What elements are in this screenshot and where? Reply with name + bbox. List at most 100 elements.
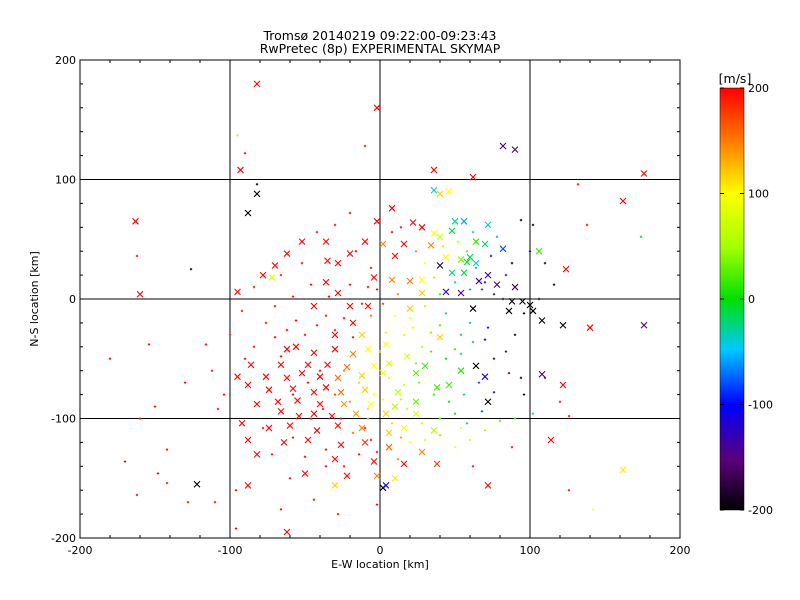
data-point-x	[193, 480, 201, 488]
data-point-x	[472, 238, 480, 246]
data-point-x	[322, 238, 330, 246]
data-point-x	[234, 373, 241, 381]
data-point-plus	[531, 223, 535, 227]
y-tick-label: 0	[69, 293, 76, 306]
data-point-x	[400, 460, 408, 468]
data-point-x	[448, 227, 456, 235]
data-point-x	[469, 305, 477, 312]
data-point-plus	[453, 281, 457, 284]
y-tick-label: 200	[55, 54, 76, 67]
data-point-x	[379, 240, 387, 248]
data-point-x	[283, 374, 291, 382]
colorbar-label: [m/s]	[719, 71, 752, 86]
data-point-x	[346, 250, 354, 257]
data-point-x	[310, 349, 318, 357]
data-point-plus	[465, 250, 469, 253]
data-point-plus	[453, 445, 457, 449]
data-point-x	[238, 419, 246, 427]
data-point-plus	[402, 383, 406, 387]
data-point-plus	[408, 316, 412, 320]
data-point-plus	[444, 312, 448, 315]
data-point-plus	[384, 331, 388, 334]
data-point-plus	[279, 273, 283, 277]
data-point-x	[559, 321, 567, 329]
data-point-x	[559, 381, 567, 389]
data-point-plus	[204, 343, 208, 346]
data-point-x	[277, 361, 285, 369]
data-point-x	[253, 450, 261, 458]
data-point-plus	[312, 498, 316, 501]
data-point-plus	[288, 477, 292, 480]
data-point-plus	[468, 321, 472, 325]
data-point-plus	[351, 336, 355, 339]
data-point-plus	[432, 393, 436, 396]
data-point-plus	[294, 319, 298, 322]
data-point-x	[294, 397, 301, 404]
data-point-plus	[486, 326, 490, 329]
data-point-plus	[483, 429, 487, 432]
data-point-x	[346, 302, 354, 310]
data-point-x	[265, 424, 273, 432]
data-point-plus	[438, 417, 442, 420]
data-point-x	[331, 482, 339, 489]
data-point-plus	[492, 357, 496, 360]
data-point-x	[535, 247, 543, 255]
data-point-x	[382, 482, 390, 489]
data-point-x	[445, 188, 453, 195]
data-point-plus	[183, 381, 187, 384]
data-point-x	[370, 362, 378, 370]
colorbar-ticks: 200 100 0 -100 -200	[720, 82, 773, 517]
data-point-x	[430, 427, 438, 434]
data-point-x	[331, 331, 339, 339]
data-point-x	[274, 398, 282, 406]
axis-ticks	[79, 59, 681, 539]
data-point-x	[427, 241, 435, 249]
data-point-x	[283, 528, 291, 536]
data-point-plus	[552, 283, 556, 286]
data-point-x	[457, 256, 465, 263]
data-point-plus	[378, 350, 382, 353]
data-point-x	[481, 373, 489, 381]
grid-lines	[80, 60, 680, 538]
data-point-plus	[567, 414, 571, 418]
data-point-plus	[420, 422, 424, 425]
data-point-plus	[531, 412, 535, 415]
data-point-plus	[186, 500, 190, 504]
x-axis-label: E-W location [km]	[331, 558, 429, 571]
data-point-plus	[477, 381, 481, 384]
data-point-plus	[357, 453, 361, 456]
data-point-plus	[333, 393, 337, 396]
data-point-plus	[291, 436, 295, 439]
data-point-plus	[399, 226, 403, 229]
data-point-plus	[591, 508, 595, 511]
data-point-plus	[495, 235, 499, 239]
data-point-plus	[543, 261, 547, 265]
data-point-plus	[135, 254, 139, 258]
data-point-x	[562, 265, 570, 273]
data-point-x	[484, 271, 492, 279]
data-point-plus	[135, 493, 139, 497]
data-point-x	[334, 422, 342, 430]
data-point-x	[538, 370, 546, 378]
data-point-x	[388, 276, 396, 284]
data-point-plus	[459, 352, 463, 356]
data-point-x	[304, 436, 312, 444]
data-point-plus	[504, 350, 508, 353]
data-point-x	[259, 271, 267, 279]
data-point-x	[418, 448, 426, 456]
x-tick-label: 200	[670, 544, 691, 557]
data-point-plus	[255, 183, 259, 186]
data-point-plus	[432, 276, 436, 279]
data-point-x	[519, 298, 526, 305]
data-point-plus	[243, 152, 247, 155]
data-point-plus	[519, 376, 523, 380]
data-point-x	[310, 302, 318, 310]
data-point-plus	[405, 407, 409, 411]
data-points	[108, 80, 648, 536]
data-point-x	[547, 436, 555, 444]
chart-subtitle: RwPretec (8p) EXPERIMENTAL SKYMAP	[260, 41, 501, 56]
data-point-x	[511, 146, 519, 154]
data-point-x	[361, 439, 369, 446]
data-point-x	[382, 341, 390, 348]
